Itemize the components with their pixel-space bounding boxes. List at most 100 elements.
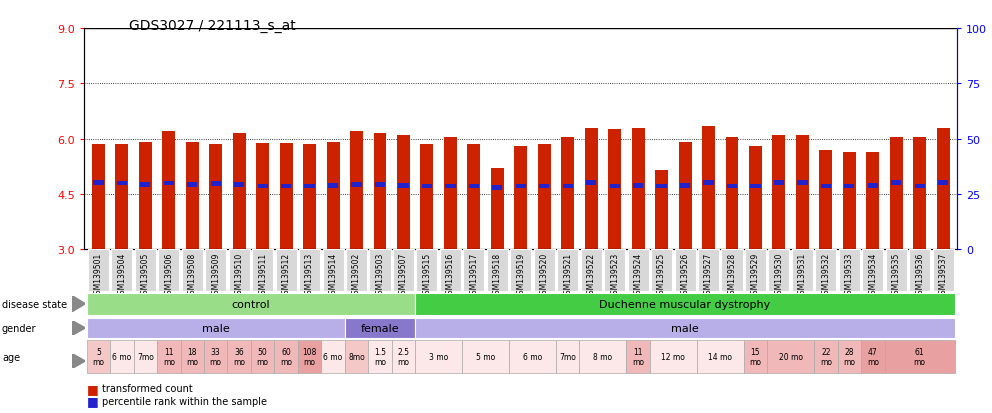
Text: 20 mo: 20 mo xyxy=(779,352,803,361)
Bar xyxy=(586,180,596,185)
Text: 28
mo: 28 mo xyxy=(843,347,855,366)
Bar xyxy=(609,184,620,189)
FancyBboxPatch shape xyxy=(626,341,650,373)
Bar xyxy=(657,184,667,189)
Text: 3 mo: 3 mo xyxy=(430,352,448,361)
Text: GSM139507: GSM139507 xyxy=(399,252,408,298)
Text: 6 mo: 6 mo xyxy=(323,352,342,361)
Bar xyxy=(467,145,480,250)
Bar xyxy=(514,147,528,250)
Text: 11
mo: 11 mo xyxy=(163,347,175,366)
Bar xyxy=(633,184,643,189)
Bar xyxy=(350,132,363,250)
FancyBboxPatch shape xyxy=(252,250,273,291)
Bar xyxy=(727,184,737,189)
Text: 5
mo: 5 mo xyxy=(92,347,104,366)
FancyBboxPatch shape xyxy=(204,341,227,373)
FancyBboxPatch shape xyxy=(885,341,955,373)
Bar xyxy=(491,169,504,250)
Polygon shape xyxy=(72,296,85,312)
Text: GSM139501: GSM139501 xyxy=(94,252,103,298)
FancyBboxPatch shape xyxy=(651,250,673,291)
Text: female: female xyxy=(361,323,400,333)
Text: 18
mo: 18 mo xyxy=(186,347,198,366)
Bar xyxy=(819,150,832,250)
FancyBboxPatch shape xyxy=(462,341,509,373)
FancyBboxPatch shape xyxy=(886,250,907,291)
Bar xyxy=(445,184,455,189)
FancyBboxPatch shape xyxy=(628,250,649,291)
Bar xyxy=(328,184,338,189)
FancyBboxPatch shape xyxy=(416,318,955,338)
Text: GSM139521: GSM139521 xyxy=(563,252,572,298)
FancyBboxPatch shape xyxy=(837,341,861,373)
Text: GSM139513: GSM139513 xyxy=(306,252,314,298)
Text: GSM139533: GSM139533 xyxy=(845,252,854,298)
Text: GSM139537: GSM139537 xyxy=(938,252,947,298)
Text: GSM139506: GSM139506 xyxy=(165,252,174,298)
Text: GSM139532: GSM139532 xyxy=(821,252,830,298)
Bar xyxy=(234,183,244,188)
Bar xyxy=(139,143,152,250)
Bar xyxy=(399,184,409,189)
FancyBboxPatch shape xyxy=(745,250,766,291)
Text: 14 mo: 14 mo xyxy=(708,352,732,361)
Bar xyxy=(209,145,222,250)
FancyBboxPatch shape xyxy=(769,250,790,291)
FancyBboxPatch shape xyxy=(251,341,275,373)
Text: 5 mo: 5 mo xyxy=(476,352,495,361)
Bar xyxy=(538,145,551,250)
FancyBboxPatch shape xyxy=(509,341,556,373)
FancyBboxPatch shape xyxy=(792,250,813,291)
FancyBboxPatch shape xyxy=(534,250,555,291)
Bar xyxy=(281,184,292,189)
FancyBboxPatch shape xyxy=(814,341,837,373)
FancyBboxPatch shape xyxy=(580,250,602,291)
Text: 33
mo: 33 mo xyxy=(209,347,222,366)
Text: GSM139534: GSM139534 xyxy=(868,252,877,298)
Bar xyxy=(421,145,434,250)
Bar xyxy=(256,144,269,250)
FancyBboxPatch shape xyxy=(321,341,345,373)
Text: GSM139523: GSM139523 xyxy=(610,252,619,298)
Bar xyxy=(210,182,221,187)
Bar xyxy=(186,143,198,250)
FancyBboxPatch shape xyxy=(487,250,508,291)
Text: GSM139508: GSM139508 xyxy=(187,252,196,298)
Text: GSM139525: GSM139525 xyxy=(657,252,666,298)
FancyBboxPatch shape xyxy=(345,341,368,373)
Bar xyxy=(562,184,573,189)
FancyBboxPatch shape xyxy=(182,250,202,291)
FancyBboxPatch shape xyxy=(579,341,626,373)
FancyBboxPatch shape xyxy=(767,341,814,373)
FancyBboxPatch shape xyxy=(181,341,204,373)
Bar xyxy=(397,136,410,250)
FancyBboxPatch shape xyxy=(110,341,134,373)
FancyBboxPatch shape xyxy=(135,250,156,291)
Text: 11
mo: 11 mo xyxy=(632,347,644,366)
Text: male: male xyxy=(672,323,699,333)
Bar xyxy=(117,181,127,186)
Text: GSM139503: GSM139503 xyxy=(376,252,385,298)
Bar xyxy=(796,136,808,250)
Bar xyxy=(914,138,927,250)
Bar xyxy=(750,184,761,189)
FancyBboxPatch shape xyxy=(650,341,696,373)
Polygon shape xyxy=(72,321,85,335)
FancyBboxPatch shape xyxy=(275,341,298,373)
FancyBboxPatch shape xyxy=(556,341,579,373)
Bar xyxy=(444,138,457,250)
Bar xyxy=(680,184,690,189)
Text: GSM139504: GSM139504 xyxy=(117,252,126,298)
Bar xyxy=(539,184,550,189)
Bar xyxy=(280,144,293,250)
Bar xyxy=(258,184,268,189)
Bar xyxy=(140,183,151,188)
FancyBboxPatch shape xyxy=(88,250,109,291)
Text: age: age xyxy=(2,352,20,362)
FancyBboxPatch shape xyxy=(463,250,484,291)
FancyBboxPatch shape xyxy=(276,250,297,291)
Text: 6 mo: 6 mo xyxy=(112,352,132,361)
FancyBboxPatch shape xyxy=(558,250,578,291)
FancyBboxPatch shape xyxy=(227,341,251,373)
